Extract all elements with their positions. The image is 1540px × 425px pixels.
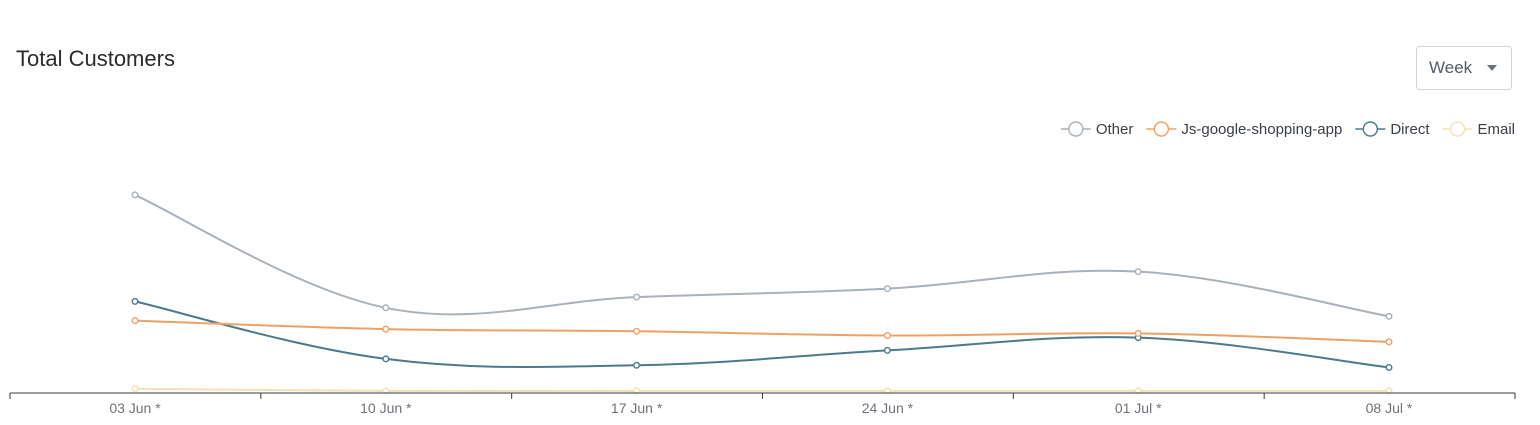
- x-tick-label: 08 Jul *: [1366, 400, 1413, 416]
- data-point-email-0[interactable]: [131, 385, 139, 393]
- legend-label: Email: [1477, 121, 1515, 138]
- data-point-direct-5[interactable]: [1385, 363, 1393, 371]
- data-point-other-5[interactable]: [1385, 312, 1393, 320]
- data-point-js-google-shopping-app-0[interactable]: [131, 317, 139, 325]
- series-other: [131, 191, 1393, 320]
- x-tick-label: 03 Jun *: [109, 400, 161, 416]
- data-point-email-4[interactable]: [1134, 387, 1142, 395]
- series-line-js-google-shopping-app: [134, 319, 1390, 343]
- x-tick-label: 17 Jun *: [611, 400, 663, 416]
- legend-label: Js-google-shopping-app: [1181, 121, 1342, 138]
- legend-item-other[interactable]: Other: [1060, 121, 1134, 138]
- legend-circle-icon: [1449, 121, 1466, 137]
- data-point-js-google-shopping-app-1[interactable]: [382, 325, 390, 333]
- series-line-other: [134, 193, 1390, 318]
- data-point-email-1[interactable]: [382, 387, 390, 395]
- data-point-direct-3[interactable]: [883, 346, 891, 354]
- legend-circle-icon: [1068, 121, 1084, 137]
- legend-item-email[interactable]: Email: [1442, 121, 1515, 138]
- data-point-js-google-shopping-app-3[interactable]: [883, 331, 891, 339]
- data-point-other-2[interactable]: [633, 293, 641, 301]
- legend-circle-icon: [1153, 121, 1170, 137]
- legend-label: Direct: [1390, 121, 1430, 138]
- data-point-direct-2[interactable]: [633, 361, 641, 369]
- data-point-email-3[interactable]: [883, 387, 891, 395]
- legend-item-js-google-shopping-app[interactable]: Js-google-shopping-app: [1146, 121, 1342, 138]
- series-js-google-shopping-app: [131, 317, 1393, 346]
- x-tick-label: 10 Jun *: [360, 400, 412, 416]
- caret-down-icon: [1487, 65, 1497, 71]
- series-email: [131, 385, 1393, 395]
- legend-item-direct[interactable]: Direct: [1355, 121, 1430, 138]
- chart-legend: Other Js-google-shopping-app Direct Email: [1060, 121, 1515, 138]
- chart-title: Total Customers: [16, 46, 175, 71]
- x-tick-label: 24 Jun *: [862, 400, 914, 416]
- legend-label: Other: [1096, 121, 1134, 138]
- data-point-email-5[interactable]: [1385, 387, 1393, 395]
- data-point-email-2[interactable]: [633, 387, 641, 395]
- legend-circle-icon: [1362, 121, 1379, 137]
- data-point-js-google-shopping-app-4[interactable]: [1134, 329, 1142, 337]
- series-line-email: [134, 387, 1389, 393]
- data-point-other-1[interactable]: [382, 304, 390, 312]
- series-layer: [131, 191, 1393, 395]
- data-point-direct-0[interactable]: [131, 297, 139, 305]
- series-line-direct: [134, 300, 1390, 369]
- period-dropdown[interactable]: Week: [1416, 46, 1512, 90]
- series-direct: [131, 297, 1393, 371]
- x-tick-label: 01 Jul *: [1115, 400, 1162, 416]
- x-axis: 03 Jun * 10 Jun * 17 Jun * 24 Jun * 01 Jul *…: [9, 392, 1516, 416]
- data-point-js-google-shopping-app-2[interactable]: [633, 327, 641, 335]
- data-point-other-0[interactable]: [131, 191, 139, 199]
- period-dropdown-value: Week: [1429, 58, 1473, 77]
- data-point-js-google-shopping-app-5[interactable]: [1385, 338, 1393, 346]
- data-point-other-4[interactable]: [1134, 268, 1142, 276]
- data-point-direct-1[interactable]: [382, 355, 390, 363]
- data-point-other-3[interactable]: [883, 285, 891, 293]
